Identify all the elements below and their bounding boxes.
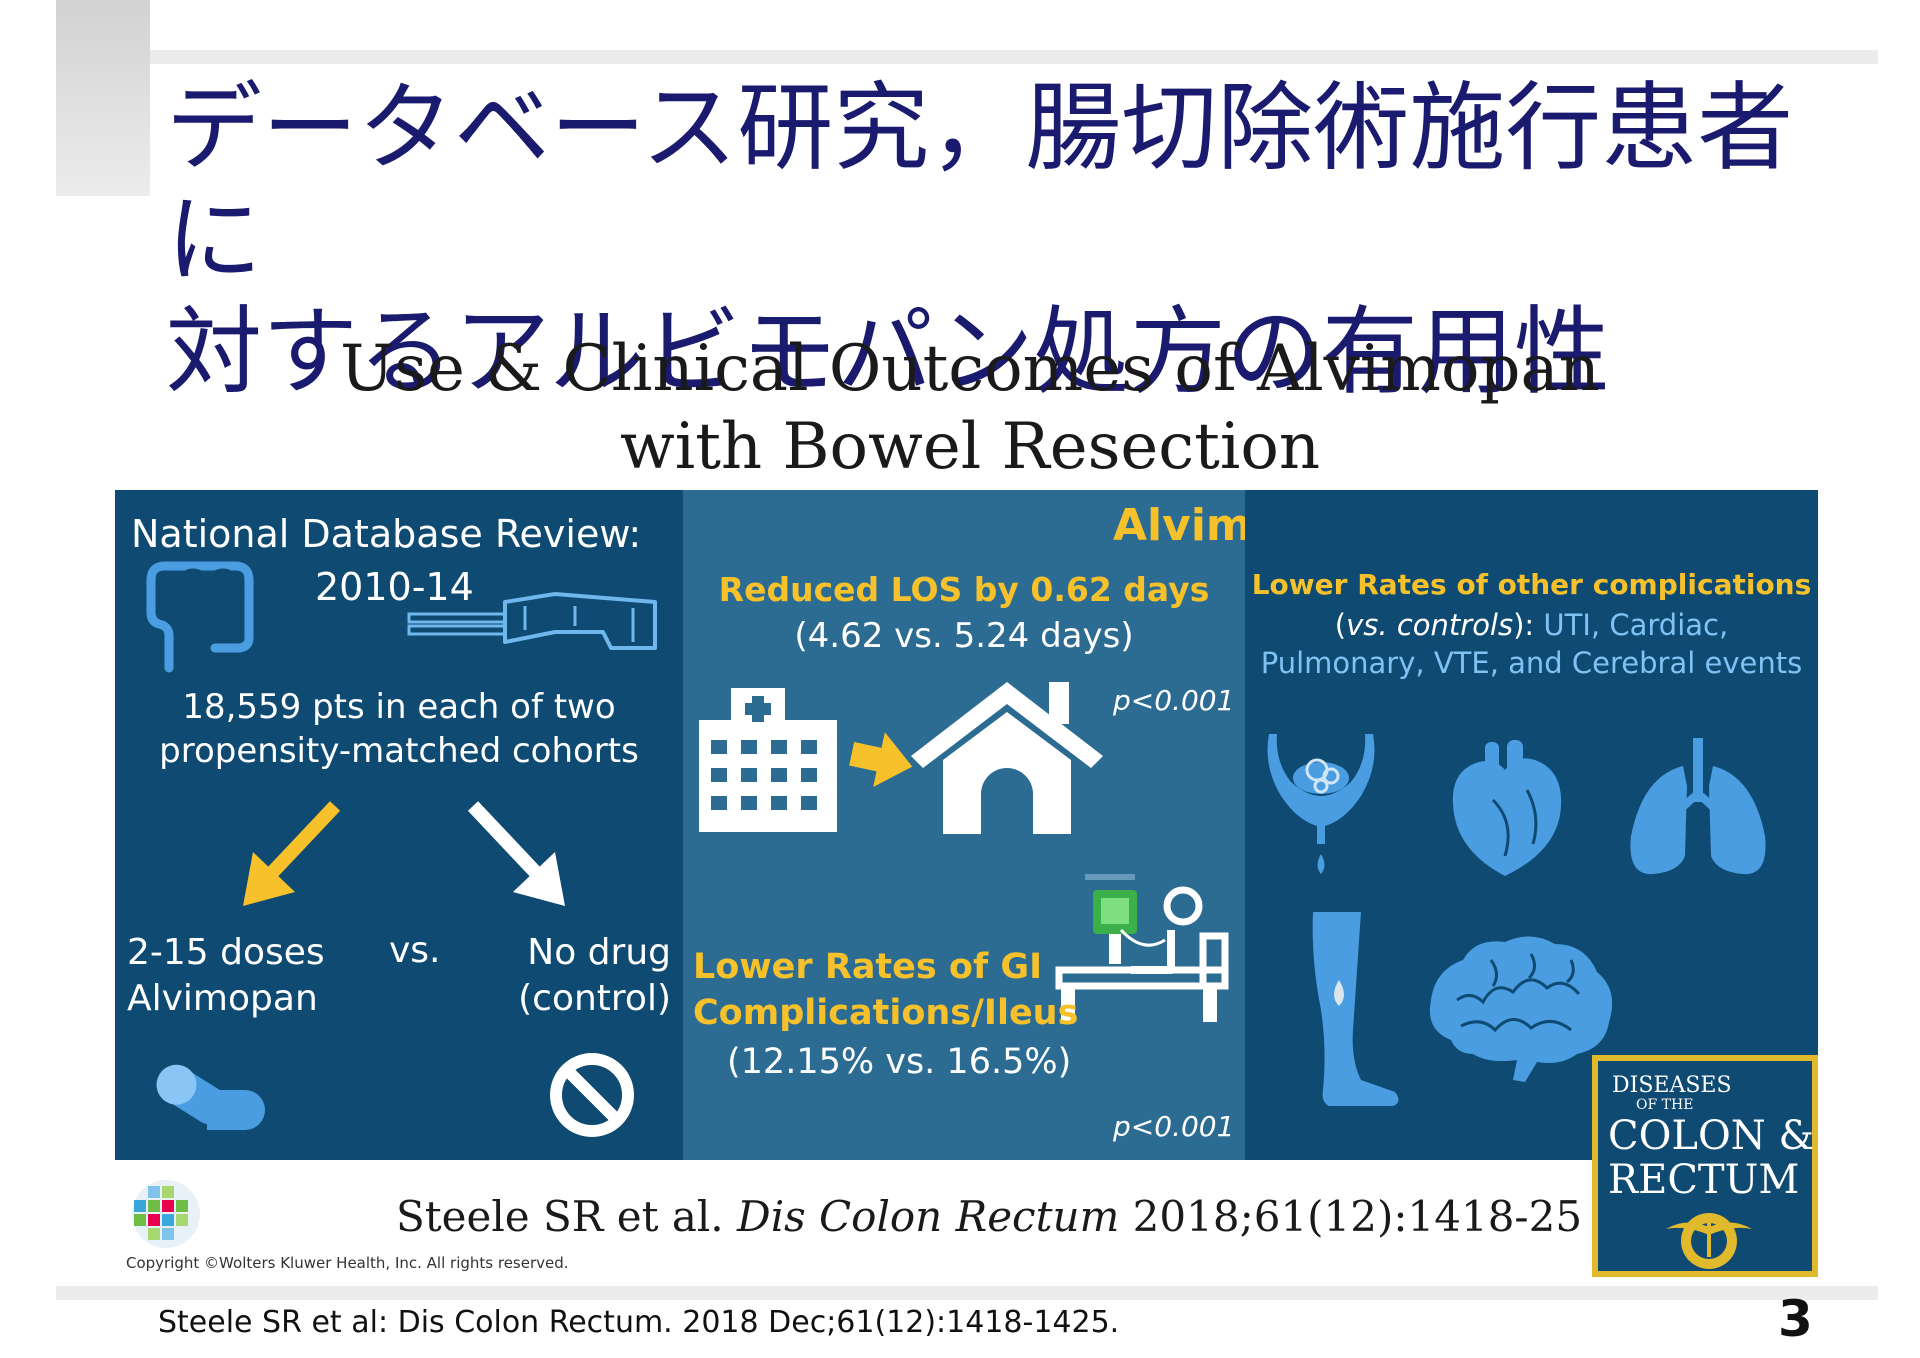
other-complications-line2: (vs. controls): UTI, Cardiac,	[1245, 608, 1818, 642]
database-heading: National Database Review:	[131, 512, 642, 556]
colon-icon	[146, 561, 254, 673]
abstract-title: Use & Clinical Outcomes of Alvimopan wit…	[120, 330, 1820, 486]
group-alvimopan: 2-15 doses Alvimopan	[127, 930, 325, 1022]
page-number: 3	[1778, 1290, 1813, 1348]
white-arrow-icon	[467, 801, 565, 906]
group-control: No drug (control)	[515, 930, 671, 1022]
gi-values: (12.15% vs. 16.5%)	[727, 1042, 1072, 1082]
complication-list-part2: Pulmonary, VTE, and Cerebral events	[1260, 646, 1803, 680]
brain-icon	[1429, 936, 1613, 1082]
slide-corner-decoration	[56, 0, 150, 196]
close-paren: ):	[1513, 608, 1535, 642]
p-value-los: p<0.001	[1113, 684, 1235, 717]
no-symbol-icon	[550, 1053, 634, 1137]
citation-volume: 2018;61(12):1418-25	[1119, 1192, 1583, 1241]
database-years: 2010-14	[315, 565, 474, 609]
ascrs-seal	[1666, 1213, 1752, 1269]
citation-authors: Steele SR et al.	[396, 1192, 738, 1241]
heart-icon	[1452, 740, 1562, 876]
lungs-icon	[1630, 738, 1766, 875]
group-control-line1: No drug	[527, 932, 671, 973]
los-label: Reduced LOS by 0.62 days	[718, 570, 1210, 609]
abstract-citation: Steele SR et al. Dis Colon Rectum 2018;6…	[396, 1192, 1582, 1241]
hospital-icon	[699, 688, 837, 832]
panel-database-review: National Database Review: 2010-14 18,559…	[115, 490, 683, 1160]
complication-list-part1: UTI, Cardiac,	[1543, 608, 1729, 642]
gi-label-line1: Lower Rates of GI	[693, 947, 1043, 987]
slide-footnote: Steele SR et al: Dis Colon Rectum. 2018 …	[158, 1305, 1120, 1340]
gi-complications-label: Lower Rates of GI Complications/Ileus	[693, 944, 1078, 1036]
cohort-description: 18,559 pts in each of two propensity-mat…	[115, 685, 683, 773]
yellow-arrow-right-icon	[849, 732, 913, 787]
surgical-stapler-icon	[407, 592, 657, 650]
slide-title-line1: データベース研究，腸切除術施行患者に	[166, 72, 1794, 296]
slide-bottom-rule	[56, 1286, 1878, 1300]
citation-journal: Dis Colon Rectum	[737, 1192, 1120, 1241]
copyright-notice: Copyright ©Wolters Kluwer Health, Inc. A…	[126, 1254, 569, 1272]
abstract-title-line2: with Bowel Resection	[619, 410, 1321, 484]
slide-top-rule	[150, 50, 1878, 64]
hospital-bed-patient-icon	[1055, 874, 1229, 1022]
house-icon	[911, 682, 1103, 834]
bladder-icon	[1267, 734, 1375, 874]
journal-line1: DISEASES	[1612, 1073, 1732, 1098]
slide-title-line2: 対するアルビモパン処方の有用性	[166, 296, 1610, 408]
vs-controls: vs. controls	[1346, 608, 1514, 642]
group-alvimopan-line2: Alvimopan	[127, 978, 318, 1019]
gi-label-line2: Complications/Ileus	[693, 993, 1079, 1033]
leg-icon	[1312, 912, 1399, 1106]
open-paren: (	[1334, 608, 1347, 642]
wolters-kluwer-logo	[132, 1180, 200, 1248]
p-value-gi: p<0.001	[1113, 1110, 1235, 1143]
group-alvimopan-line1: 2-15 doses	[127, 932, 325, 973]
journal-line4: RECTUM	[1608, 1157, 1800, 1203]
versus-label: vs.	[389, 930, 441, 971]
cohort-line1: 18,559 pts in each of two	[182, 687, 616, 727]
panel-other-complications: Lower Rates of other complications (vs. …	[1245, 490, 1818, 1160]
other-complications-label: Lower Rates of other complications	[1251, 568, 1812, 601]
group-control-line2: (control)	[518, 978, 671, 1019]
yellow-arrow-icon	[243, 801, 341, 906]
panel-primary-outcomes: Alvimopan: Reduced LOS by 0.62 days (4.6…	[683, 490, 1392, 1160]
journal-line2: OF THE	[1636, 1097, 1694, 1113]
journal-line3: COLON &	[1608, 1113, 1815, 1159]
slide-title: データベース研究，腸切除術施行患者に 対するアルビモパン処方の有用性	[166, 72, 1866, 408]
los-values: (4.62 vs. 5.24 days)	[794, 616, 1134, 656]
capsule-icon	[155, 1063, 265, 1130]
cohort-line2: propensity-matched cohorts	[159, 731, 639, 771]
abstract-title-line1: Use & Clinical Outcomes of Alvimopan	[340, 332, 1600, 406]
journal-logo: DISEASES OF THE COLON & RECTUM	[1592, 1055, 1818, 1277]
